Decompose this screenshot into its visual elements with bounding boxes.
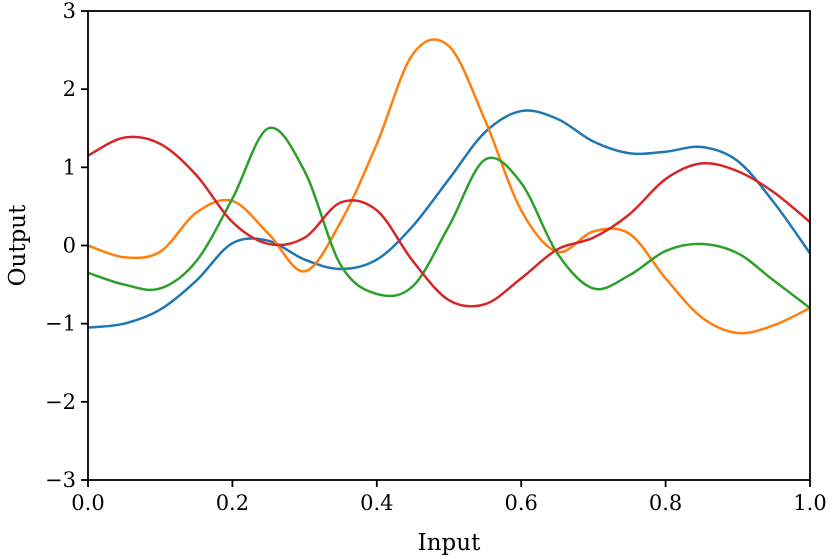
y-tick-label: 0 xyxy=(63,234,76,258)
x-axis-label: Input xyxy=(418,530,481,556)
x-tick-label: 0.0 xyxy=(71,491,104,515)
y-tick-label: 2 xyxy=(63,77,76,101)
y-tick-label: −3 xyxy=(45,468,76,492)
plot-frame xyxy=(87,10,811,481)
sample-blue-line xyxy=(88,109,810,329)
series-lines xyxy=(88,38,810,335)
y-tick-label: −1 xyxy=(45,312,76,336)
x-tick-label: 1.0 xyxy=(793,491,826,515)
y-tick-label: −2 xyxy=(45,390,76,414)
x-tick-label: 0.6 xyxy=(504,491,537,515)
x-tick-label: 0.8 xyxy=(649,491,682,515)
sample-orange-line xyxy=(88,38,810,335)
y-tick-label: 1 xyxy=(63,155,76,179)
y-axis-label: Output xyxy=(5,204,31,286)
sample-green-line xyxy=(88,126,810,310)
y-tick-label: 3 xyxy=(63,0,76,23)
x-tick-label: 0.2 xyxy=(216,491,249,515)
axis-ticks: 0.0 0.2 0.4 0.6 0.8 1.0 −3 −2 −1 0 1 2 3 xyxy=(45,0,827,515)
x-tick-label: 0.4 xyxy=(360,491,393,515)
sample-red-line xyxy=(88,135,810,308)
